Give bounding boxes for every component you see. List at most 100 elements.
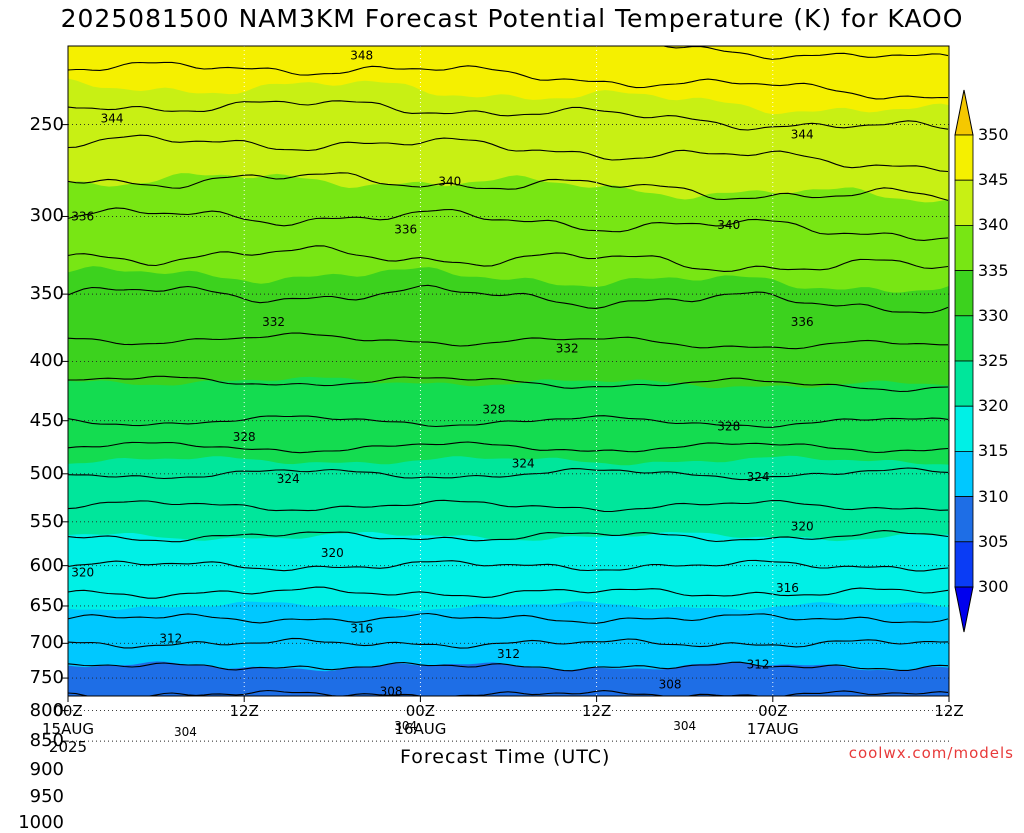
colorbar-segment — [954, 134, 974, 181]
contour-label: 324 — [747, 470, 770, 484]
y-tick-label: 850 — [29, 730, 64, 752]
colorbar-segment — [954, 450, 974, 497]
contour-label: 312 — [159, 631, 182, 645]
colorbar-segment — [954, 270, 974, 317]
chart-title: 2025081500 NAM3KM Forecast Potential Tem… — [60, 4, 964, 33]
x-tick-year: 2025 — [48, 738, 88, 756]
colorbar-segment — [954, 224, 974, 271]
y-tick-label: 1000 — [18, 812, 64, 833]
contour-label: 328 — [482, 402, 505, 416]
y-tick-label: 300 — [29, 205, 64, 227]
colorbar-label: 330 — [978, 305, 1009, 325]
contour-line-350 — [68, 0, 948, 29]
y-tick-label: 500 — [29, 462, 64, 484]
contour-label: 344 — [101, 112, 124, 126]
y-tick-label: 250 — [29, 113, 64, 135]
colorbar-label: 350 — [978, 125, 1009, 144]
contour-line-314 — [68, 612, 949, 624]
contour-line-344 — [68, 100, 949, 131]
colorbar-segment — [954, 315, 974, 362]
y-tick-label: 900 — [29, 758, 64, 780]
colorbar-label: 300 — [978, 577, 1009, 596]
colorbar-label: 325 — [978, 351, 1009, 370]
contour-line-332 — [68, 332, 948, 350]
y-tick-label: 450 — [29, 409, 64, 431]
contour-line-324 — [68, 467, 949, 481]
colorbar-arrow-bottom — [954, 586, 974, 633]
x-tick-date: 17AUG — [746, 720, 799, 738]
colorbar-label: 310 — [978, 486, 1009, 506]
x-tick-label: 00Z — [405, 702, 436, 720]
contour-label: 336 — [394, 223, 417, 237]
contour-label: 304 — [673, 719, 696, 733]
x-tick-date: 15AUG — [42, 720, 94, 738]
colorbar — [954, 89, 974, 633]
contour-label: 304 — [394, 719, 417, 733]
contour-label: 328 — [717, 419, 740, 433]
contour-label: 320 — [71, 565, 94, 579]
contour-line-342 — [68, 134, 949, 173]
contour-line-348 — [661, 46, 949, 60]
contour-line-308 — [68, 689, 949, 696]
contour-line-326 — [68, 441, 949, 454]
contour-label: 308 — [380, 684, 403, 698]
chart-canvas: 348 344 344 340 340 336 336 336 332 332 328 328 328 3… — [62, 0, 974, 742]
y-tick-label: 800 — [29, 699, 64, 721]
contour-label: 336 — [71, 209, 94, 223]
contour-label: 348 — [350, 49, 373, 63]
y-tick-label: 650 — [29, 594, 64, 616]
colorbar-label: 335 — [978, 260, 1009, 280]
x-axis-label: Forecast Time (UTC) — [400, 746, 611, 768]
colorbar-label: 320 — [978, 396, 1009, 416]
y-tick-label: 750 — [29, 667, 64, 689]
contour-line-346 — [68, 61, 949, 100]
fill-band-above-345 — [68, 46, 949, 115]
axis-ticks — [62, 124, 950, 742]
contour-label: 332 — [262, 315, 285, 329]
x-tick-label: 00Z — [758, 702, 788, 720]
contour-label: 324 — [512, 457, 535, 471]
x-tick-date: 16AUG — [394, 720, 447, 738]
contour-line-318 — [68, 559, 949, 572]
y-tick-label: 700 — [29, 632, 64, 654]
contour-label: 332 — [556, 342, 579, 356]
colorbar-arrow-top — [954, 89, 974, 136]
contour-label: 304 — [174, 725, 197, 739]
contour-line-336 — [68, 245, 949, 272]
x-tick-label: 12Z — [229, 702, 259, 720]
colorbar-segment — [954, 360, 974, 407]
theta-contour-lines — [68, 0, 949, 730]
contour-label: 324 — [277, 472, 300, 486]
contour-line-320 — [68, 530, 949, 543]
contour-label: 340 — [717, 218, 740, 232]
colorbar-label: 345 — [978, 170, 1009, 190]
contour-label: 312 — [747, 657, 770, 671]
y-tick-label: 950 — [29, 786, 64, 808]
y-tick-label: 550 — [29, 510, 64, 532]
contour-line-338 — [68, 207, 949, 241]
contour-label: 316 — [350, 622, 373, 636]
x-tick-label: 12Z — [581, 702, 612, 720]
colorbar-label: 340 — [978, 215, 1009, 235]
plot-frame — [67, 45, 950, 697]
contour-line-310 — [68, 661, 949, 672]
y-tick-label: 400 — [29, 350, 64, 372]
contour-line-306 — [68, 722, 948, 730]
watermark: coolwx.com/models — [848, 744, 1014, 762]
contour-labels: 348 344 344 340 340 336 336 336 332 332 328 328 328 3… — [71, 49, 814, 740]
colorbar-segment — [954, 179, 974, 226]
contour-line-322 — [68, 499, 949, 513]
colorbar-segment — [954, 541, 974, 588]
contour-label: 320 — [791, 519, 814, 533]
x-tick-label: 00Z — [53, 702, 83, 720]
contour-label: 316 — [776, 581, 799, 595]
contour-line-330 — [68, 375, 949, 393]
y-tick-label: 600 — [29, 554, 64, 576]
contour-label: 308 — [659, 678, 682, 692]
contour-label: 336 — [791, 315, 814, 329]
contour-label: 312 — [497, 647, 520, 661]
theta-fill-layers — [68, 46, 949, 696]
contour-label: 344 — [791, 128, 814, 142]
contour-line-316 — [68, 586, 949, 599]
contour-label: 340 — [438, 175, 461, 189]
